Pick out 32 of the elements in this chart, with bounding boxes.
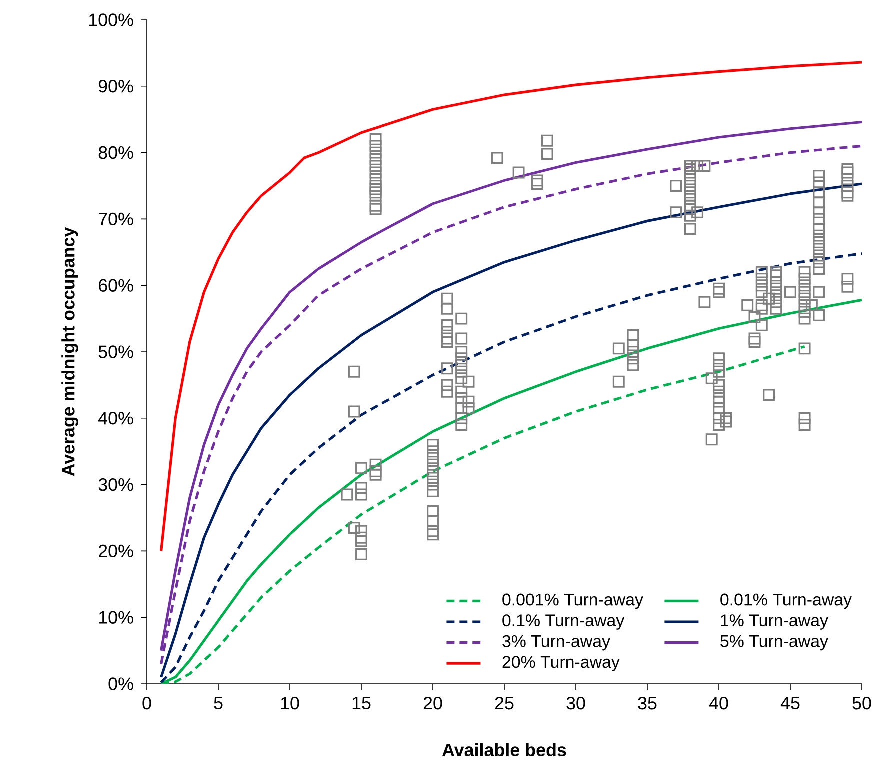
y-tick-label: 90% bbox=[98, 80, 134, 93]
legend-label: 20% Turn-away bbox=[502, 656, 620, 672]
x-tick-label: 25 bbox=[495, 697, 514, 710]
y-tick-label: 100% bbox=[89, 14, 134, 26]
x-tick-label: 30 bbox=[566, 697, 586, 710]
x-tick-label: 40 bbox=[709, 697, 728, 710]
x-tick-label: 35 bbox=[638, 697, 657, 710]
y-tick-label: 10% bbox=[99, 611, 134, 624]
x-axis-title: Available beds bbox=[442, 743, 566, 756]
x-tick-label: 0 bbox=[142, 697, 152, 710]
x-tick-label: 5 bbox=[214, 697, 223, 710]
line-series bbox=[160, 61, 862, 552]
y-tick-label: 70% bbox=[99, 212, 134, 226]
legend-label: 1% Turn-away bbox=[721, 614, 828, 630]
y-tick-label: 80% bbox=[98, 146, 134, 160]
y-tick-label: 60% bbox=[99, 279, 134, 292]
legend-label: 0.1% Turn-away bbox=[502, 614, 625, 630]
x-tick-label: 45 bbox=[780, 697, 800, 710]
x-tick-label: 15 bbox=[352, 697, 371, 710]
legend-label: 5% Turn-away bbox=[720, 635, 828, 651]
y-tick-label: 50% bbox=[98, 346, 134, 358]
y-tick-label: 40% bbox=[98, 412, 134, 425]
x-tick-label: 20 bbox=[424, 697, 442, 710]
y-tick-label: 30% bbox=[98, 478, 134, 492]
legend-label: 0.01% Turn-away bbox=[720, 594, 852, 610]
y-tick-label: 20% bbox=[99, 544, 134, 558]
legend-label: 0.001% Turn-away bbox=[502, 594, 644, 610]
y-tick-label: 0% bbox=[108, 678, 134, 690]
x-tick-label: 50 bbox=[852, 697, 872, 710]
x-tick-label: 10 bbox=[281, 697, 300, 710]
legend-label: 3% Turn-away bbox=[502, 635, 610, 651]
y-axis-title: Average midnight occupancy bbox=[62, 227, 78, 476]
